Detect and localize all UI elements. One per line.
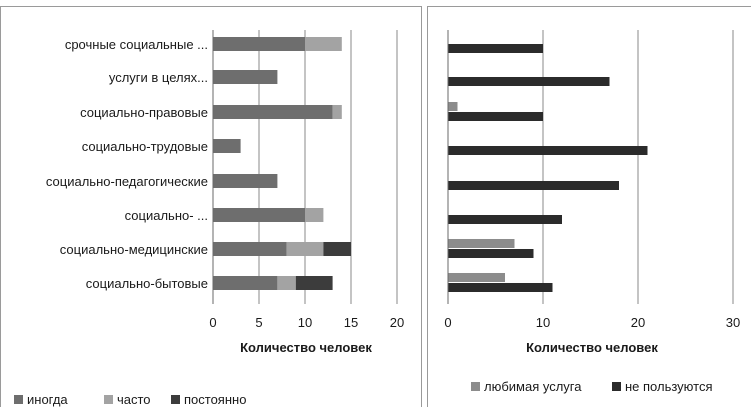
left-bar-segment <box>305 208 324 222</box>
legend-label-chasto: часто <box>117 392 151 407</box>
left-bar-segment <box>213 70 278 84</box>
left-x-tick-label: 10 <box>298 315 312 330</box>
left-bar-segment <box>213 139 241 153</box>
legend-label-ne-polzuyutsya: не пользуются <box>625 379 713 394</box>
left-category-labels: срочные социальные ... услуги в целях... с… <box>46 37 208 291</box>
left-bar-segment <box>213 37 305 51</box>
right-x-tick-labels: 0 10 20 30 <box>444 315 740 330</box>
right-bar <box>448 239 515 248</box>
left-bar-segment <box>332 105 342 119</box>
right-chart-frame <box>427 6 751 407</box>
left-bar-segment <box>213 208 305 222</box>
right-x-axis-title: Количество человек <box>526 340 658 355</box>
left-bar-segment <box>305 37 342 51</box>
right-bar <box>448 273 505 282</box>
left-legend: иногда часто постоянно <box>14 392 246 407</box>
legend-swatch-ne-polzuyutsya <box>612 382 621 391</box>
right-bar <box>448 112 543 121</box>
legend-label-postoyanno: постоянно <box>184 392 246 407</box>
legend-label-lyubimaya: любимая услуга <box>484 379 582 394</box>
left-bar-segment <box>213 105 333 119</box>
right-x-tick-label: 30 <box>726 315 740 330</box>
left-x-tick-labels: 0 5 10 15 20 <box>209 315 404 330</box>
right-x-tick-label: 20 <box>631 315 645 330</box>
left-category-label: социально-правовые <box>80 105 208 120</box>
left-x-axis-title: Количество человек <box>240 340 372 355</box>
left-category-label: услуги в целях... <box>109 70 208 85</box>
left-bar-segment <box>213 276 278 290</box>
left-category-label: социально- ... <box>125 208 208 223</box>
right-bar <box>448 215 562 224</box>
left-x-tick-label: 5 <box>255 315 262 330</box>
left-bar-segment <box>213 242 287 256</box>
right-gridlines <box>542 30 734 304</box>
right-bar <box>448 102 458 111</box>
right-bar <box>448 181 619 190</box>
left-bar-segment <box>295 276 333 290</box>
right-x-tick-label: 0 <box>444 315 451 330</box>
legend-label-inogda: иногда <box>27 392 68 407</box>
left-bar-segment <box>286 242 324 256</box>
left-bar-segment <box>277 276 296 290</box>
right-bar <box>448 44 543 53</box>
left-category-label: социально-бытовые <box>86 276 208 291</box>
legend-swatch-chasto <box>104 395 113 404</box>
right-bar <box>448 249 534 258</box>
left-x-tick-label: 15 <box>344 315 358 330</box>
left-chart-frame <box>0 6 422 407</box>
left-bars <box>213 37 351 290</box>
legend-swatch-lyubimaya <box>471 382 480 391</box>
left-x-tick-label: 0 <box>209 315 216 330</box>
left-category-label: срочные социальные ... <box>65 37 208 52</box>
left-x-tick-label: 20 <box>390 315 404 330</box>
left-bar-segment <box>323 242 351 256</box>
left-gridlines <box>258 30 398 304</box>
left-category-label: социально-медицинские <box>60 242 208 257</box>
right-bar <box>448 146 648 155</box>
left-bar-segment <box>213 174 278 188</box>
right-x-tick-label: 10 <box>536 315 550 330</box>
right-bar <box>448 77 610 86</box>
left-category-label: социально-трудовые <box>82 139 208 154</box>
right-bars <box>448 44 648 292</box>
right-legend: любимая услуга не пользуются <box>471 379 713 394</box>
legend-swatch-inogda <box>14 395 23 404</box>
left-category-label: социально-педагогические <box>46 174 208 189</box>
right-bar <box>448 283 553 292</box>
legend-swatch-postoyanno <box>171 395 180 404</box>
